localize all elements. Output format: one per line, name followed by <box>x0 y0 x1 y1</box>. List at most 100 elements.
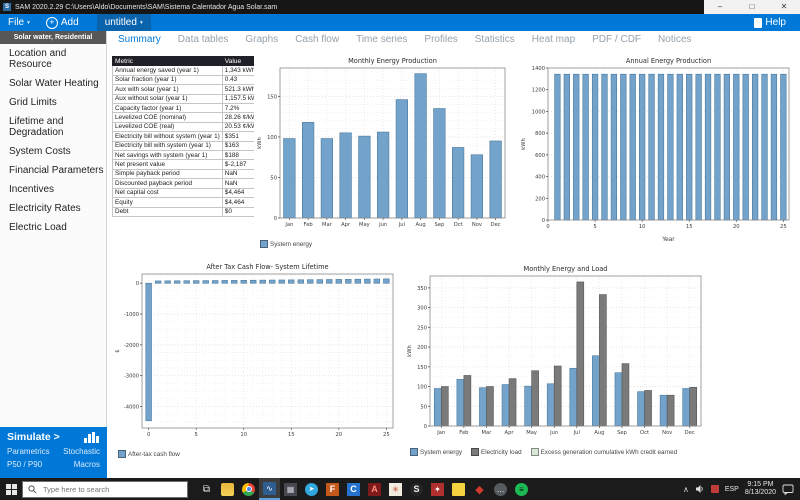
sidebar-item-financial-parameters[interactable]: Financial Parameters <box>9 165 104 176</box>
svg-text:kWh: kWh <box>257 137 263 149</box>
p50-p90-button[interactable]: P50 / P90 <box>7 460 43 469</box>
chrome-icon <box>242 482 255 496</box>
taskbar-app-icons: ⧉ ∿ ▦ ➤ F C A ✳ S ✦ ◆ … ≡ <box>196 478 532 500</box>
main-toolbar: File ▾ + Add untitled ▾ Help <box>0 14 800 31</box>
svg-text:Feb: Feb <box>459 430 469 436</box>
svg-text:-3000: -3000 <box>124 374 139 380</box>
minimize-button[interactable]: – <box>717 2 723 11</box>
calculator-icon[interactable]: ▦ <box>280 478 301 500</box>
chrome-icon[interactable] <box>238 478 259 500</box>
f-app-icon[interactable]: F <box>322 478 343 500</box>
tab-data-tables[interactable]: Data tables <box>177 34 229 45</box>
simulate-button[interactable]: Simulate > <box>7 431 60 443</box>
tab-time-series[interactable]: Time series <box>356 34 408 45</box>
svg-text:Feb: Feb <box>304 222 314 228</box>
close-button[interactable]: ✕ <box>780 2 788 11</box>
c-app-icon[interactable]: C <box>343 478 364 500</box>
sticky-notes-icon <box>452 482 465 496</box>
sticky-notes-icon[interactable] <box>448 478 469 500</box>
windows-logo-icon <box>5 483 17 495</box>
tab-summary[interactable]: Summary <box>118 34 161 45</box>
case-name-header[interactable]: Solar water, Residential <box>0 31 106 44</box>
simulate-panel: Simulate > Parametrics Stochastic P50 / … <box>0 427 107 478</box>
sidebar-item-system-costs[interactable]: System Costs <box>9 146 71 157</box>
stochastic-button[interactable]: Stochastic <box>63 447 100 456</box>
red-diamond-app-icon: ◆ <box>475 483 484 496</box>
spotify-icon: ≡ <box>515 482 528 496</box>
svg-text:50: 50 <box>420 404 427 410</box>
svg-text:Monthly Energy Production: Monthly Energy Production <box>348 57 437 65</box>
tab-cash-flow[interactable]: Cash flow <box>295 34 340 45</box>
s-app-icon[interactable]: S <box>406 478 427 500</box>
svg-text:Jan: Jan <box>284 222 293 228</box>
task-view-icon[interactable]: ⧉ <box>196 478 217 500</box>
metric-name: Simple payback period <box>112 168 223 180</box>
notification-icon[interactable] <box>782 484 794 495</box>
language-indicator[interactable]: ESP <box>724 485 739 493</box>
taskbar: ⧉ ∿ ▦ ➤ FCA ✳ S ✦ ◆ … ≡ ∧ ESP 9:15 PM 8/13/2020 <box>0 478 800 500</box>
tab-graphs[interactable]: Graphs <box>245 34 279 45</box>
svg-text:Dec: Dec <box>491 222 501 228</box>
maximize-button[interactable]: □ <box>749 2 755 11</box>
sidebar-item-location-and-resource[interactable]: Location and Resource <box>9 48 67 70</box>
telegram-icon[interactable]: ➤ <box>301 478 322 500</box>
table-row: Annual energy saved (year 1) 1,343 kWh <box>112 65 268 76</box>
title-bar: S SAM 2020.2.29 C:\Users\Aldo\Documents\… <box>0 0 800 14</box>
start-button[interactable] <box>0 483 22 495</box>
spotify-icon[interactable]: ≡ <box>511 478 532 500</box>
red-diamond-app-icon[interactable]: ◆ <box>469 478 490 500</box>
svg-text:After Tax Cash Flow- System Li: After Tax Cash Flow- System Lifetime <box>206 263 328 271</box>
sidebar-item-solar-water-heating[interactable]: Solar Water Heating <box>9 78 99 89</box>
table-row: Discounted payback period NaN <box>112 178 268 189</box>
search-input[interactable] <box>41 483 175 495</box>
tab-profiles[interactable]: Profiles <box>424 34 458 45</box>
svg-text:200: 200 <box>417 345 427 351</box>
volume-icon[interactable] <box>695 484 705 494</box>
table-row: Levelized COE (nominal) 28.26 ¢/kWh <box>112 112 268 123</box>
svg-text:600: 600 <box>535 153 545 159</box>
case-tab-untitled[interactable]: untitled ▾ <box>96 14 151 31</box>
svg-text:400: 400 <box>535 175 545 181</box>
plus-icon: + <box>45 16 58 29</box>
chart-monthly-energy-production: 0 50 100 150 Jan Feb Mar Apr May Jun Jul Aug Sep Oct N… <box>254 54 514 248</box>
red-badge-app-icon[interactable]: ✦ <box>427 478 448 500</box>
tab-statistics[interactable]: Statistics <box>474 34 515 45</box>
svg-text:Oct: Oct <box>454 222 463 228</box>
chat-app-icon[interactable]: … <box>490 478 511 500</box>
tray-badge-icon[interactable] <box>710 485 719 493</box>
svg-text:5: 5 <box>593 224 596 230</box>
sidebar-item-electric-load[interactable]: Electric Load <box>9 222 67 233</box>
metric-name: Electricity bill with system (year 1) <box>112 140 223 152</box>
file-explorer-icon[interactable] <box>217 478 238 500</box>
taskbar-search[interactable] <box>22 480 188 498</box>
add-button[interactable]: + Add <box>38 14 87 31</box>
tab-pdf-cdf[interactable]: PDF / CDF <box>592 34 642 45</box>
chevron-up-icon[interactable]: ∧ <box>682 484 689 494</box>
svg-text:10: 10 <box>639 224 646 230</box>
c-app-icon: C <box>347 482 360 496</box>
adobe-icon[interactable]: A <box>364 478 385 500</box>
telegram-icon: ➤ <box>305 482 318 496</box>
taskbar-clock[interactable]: 9:15 PM 8/13/2020 <box>745 481 776 497</box>
tab-heat-map[interactable]: Heat map <box>531 34 576 45</box>
sidebar-item-electricity-rates[interactable]: Electricity Rates <box>9 203 81 214</box>
metric-name: Net capital cost <box>112 187 223 199</box>
svg-text:Monthly Energy and Load: Monthly Energy and Load <box>524 265 608 273</box>
file-menu[interactable]: File ▾ <box>0 14 38 31</box>
tab-notices[interactable]: Notices <box>658 34 692 45</box>
svg-text:5: 5 <box>195 432 198 438</box>
metric-name: Levelized COE (nominal) <box>112 112 223 123</box>
sidebar-item-incentives[interactable]: Incentives <box>9 184 55 195</box>
macros-button[interactable]: Macros <box>73 460 100 469</box>
sidebar-item-lifetime-and-degradation[interactable]: Lifetime and Degradation <box>9 116 64 138</box>
svg-text:25: 25 <box>383 432 390 438</box>
sam-window-icon: S <box>3 3 11 11</box>
sam-icon[interactable]: ∿ <box>259 478 280 500</box>
svg-text:800: 800 <box>535 131 545 137</box>
svg-text:$: $ <box>115 349 121 352</box>
tab-bar: Summary Data tables Graphs Cash flow Time se… <box>118 34 708 45</box>
help-button[interactable]: Help <box>746 14 794 31</box>
parametrics-button[interactable]: Parametrics <box>7 447 50 456</box>
white-app-icon[interactable]: ✳ <box>385 478 406 500</box>
sidebar-item-grid-limits[interactable]: Grid Limits <box>9 97 57 108</box>
